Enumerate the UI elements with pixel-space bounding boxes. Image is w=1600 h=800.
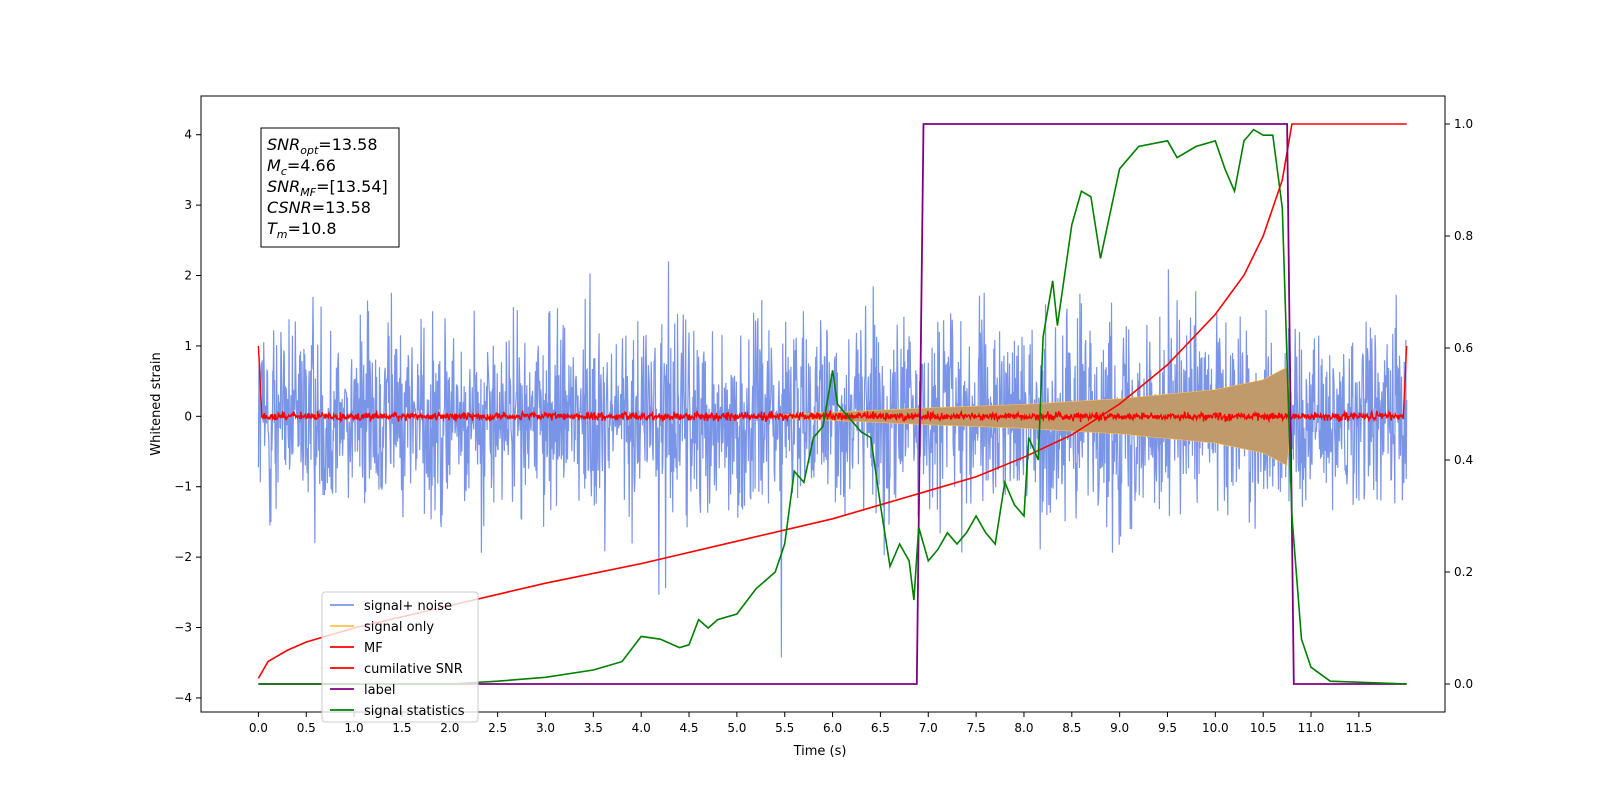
y-tick-label: 2: [184, 269, 192, 283]
y-tick-label: −4: [174, 691, 192, 705]
annotation-box: SNRopt=13.58Mc=4.66SNRMF=[13.54]CSNR=13.…: [260, 127, 400, 248]
series-layer: [257, 123, 1408, 685]
y2-tick-label: 1.0: [1454, 117, 1473, 131]
legend-entry: signal+ noise: [364, 599, 452, 614]
y-axis-left: −4 −3 −2 −1 0 1 2 3 4: [174, 128, 201, 705]
y-tick-label: 3: [184, 198, 192, 212]
plot-frame: [200, 95, 1446, 713]
annotation-line: Mc=4.66: [267, 156, 336, 178]
x-tick-label: 11.0: [1298, 721, 1325, 735]
y-axis-label: Whitened strain: [149, 352, 164, 455]
x-tick-label: 8.5: [1062, 721, 1081, 735]
legend: signal+ noise signal only MF cumilative SNR…: [321, 591, 479, 723]
legend-entry: signal statistics: [364, 704, 465, 719]
x-tick-label: 9.5: [1158, 721, 1177, 735]
series-mf: [257, 345, 1408, 424]
x-tick-label: 5.0: [727, 721, 746, 735]
legend-entry: cumilative SNR: [364, 662, 463, 677]
x-tick-label: 2.5: [488, 721, 507, 735]
x-tick-label: 4.5: [679, 721, 698, 735]
annotation-line: CSNR=13.58: [267, 198, 371, 217]
y2-tick-label: 0.0: [1454, 677, 1473, 691]
y2-tick-label: 0.8: [1454, 229, 1473, 243]
y-tick-label: 4: [184, 128, 192, 142]
x-tick-label: 11.5: [1346, 721, 1373, 735]
annotation-line: Tm=10.8: [267, 219, 337, 241]
annotation-frame: [260, 127, 400, 248]
x-tick-label: 6.0: [823, 721, 842, 735]
y-tick-label: 0: [184, 409, 192, 423]
x-tick-label: 10.0: [1202, 721, 1229, 735]
x-tick-label: 3.5: [584, 721, 603, 735]
x-tick-label: 0.5: [297, 721, 316, 735]
y-axis-right: 0.0 0.2 0.4 0.6 0.8 1.0: [1445, 117, 1473, 691]
legend-frame: [321, 591, 479, 723]
x-axis-label: Time (s): [793, 744, 847, 759]
x-tick-label: 3.0: [536, 721, 555, 735]
legend-entry: signal only: [364, 620, 434, 635]
y-tick-label: −2: [174, 550, 192, 564]
y2-tick-label: 0.4: [1454, 453, 1473, 467]
series-signal-noise: [257, 261, 1408, 658]
legend-entry: label: [364, 683, 395, 698]
x-tick-label: 6.5: [871, 721, 890, 735]
x-tick-label: 1.5: [392, 721, 411, 735]
x-tick-label: 5.5: [775, 721, 794, 735]
x-tick-label: 8.0: [1014, 721, 1033, 735]
y2-tick-label: 0.2: [1454, 565, 1473, 579]
series-label: [258, 123, 1407, 685]
x-tick-label: 2.0: [440, 721, 459, 735]
x-tick-label: 1.0: [345, 721, 364, 735]
y-tick-label: −1: [174, 480, 192, 494]
y-tick-label: −3: [174, 621, 192, 635]
x-tick-label: 0.0: [249, 721, 268, 735]
x-axis: 0.0 0.5 1.0 1.5 2.0 2.5 3.0 3.5 4.0 4.5 5.0 5.5 6.0 6…: [249, 712, 1372, 735]
y-tick-label: 1: [184, 339, 192, 353]
legend-entry: MF: [364, 641, 383, 656]
x-tick-label: 10.5: [1250, 721, 1277, 735]
x-tick-label: 7.0: [919, 721, 938, 735]
x-tick-label: 7.5: [967, 721, 986, 735]
annotation-line: SNRMF=[13.54]: [267, 177, 388, 199]
series-signal-statistics: [258, 128, 1407, 685]
y2-tick-label: 0.6: [1454, 341, 1473, 355]
x-tick-label: 9.0: [1110, 721, 1129, 735]
annotation-line: SNRopt=13.58: [267, 135, 378, 157]
x-tick-label: 4.0: [632, 721, 651, 735]
